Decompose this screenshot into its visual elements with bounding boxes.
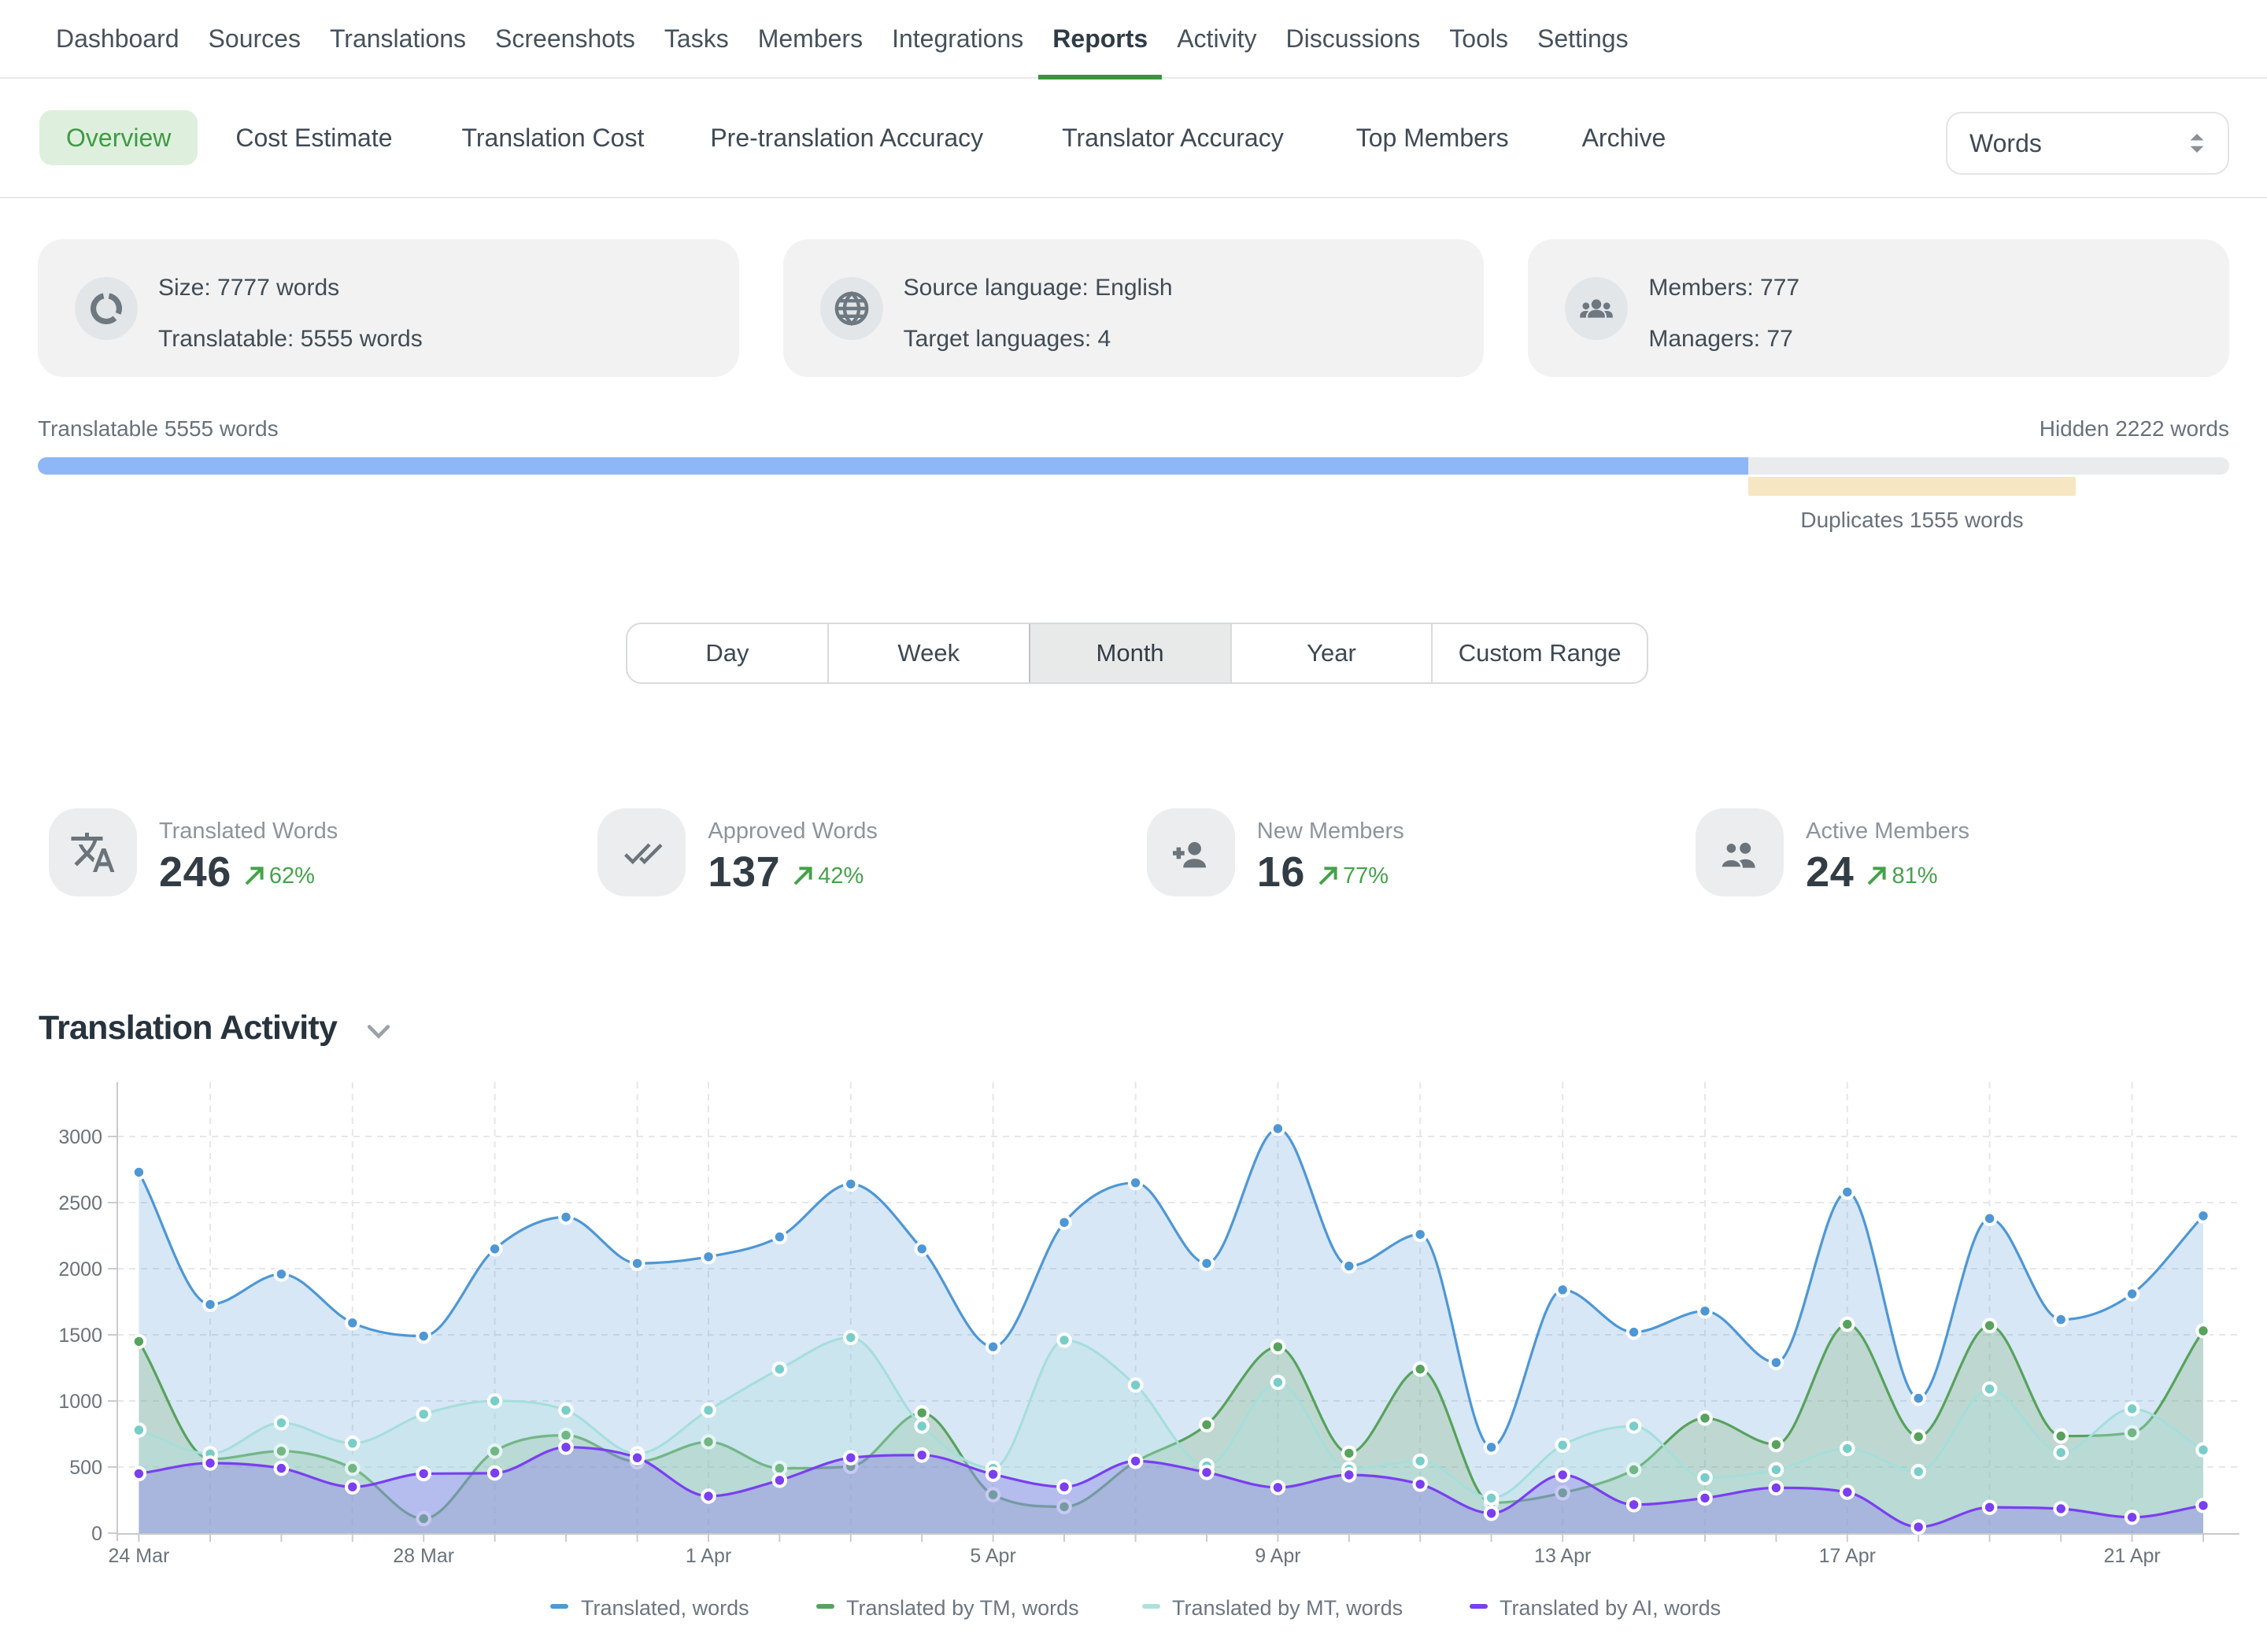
svg-text:Translated by TM, words: Translated by TM, words	[846, 1596, 1079, 1620]
svg-text:Translated by AI, words: Translated by AI, words	[1500, 1596, 1721, 1620]
svg-text:1500: 1500	[58, 1325, 102, 1347]
svg-text:17 Apr: 17 Apr	[1819, 1545, 1876, 1567]
svg-text:2500: 2500	[58, 1192, 102, 1214]
svg-text:28 Mar: 28 Mar	[393, 1545, 454, 1567]
svg-text:24 Mar: 24 Mar	[108, 1545, 169, 1567]
svg-text:9 Apr: 9 Apr	[1255, 1545, 1300, 1567]
svg-text:Translated, words: Translated, words	[581, 1596, 749, 1620]
svg-text:21 Apr: 21 Apr	[2103, 1545, 2160, 1567]
svg-text:500: 500	[69, 1457, 102, 1479]
svg-text:3000: 3000	[58, 1126, 102, 1148]
svg-text:5 Apr: 5 Apr	[970, 1545, 1015, 1567]
svg-text:13 Apr: 13 Apr	[1534, 1545, 1591, 1567]
svg-text:1000: 1000	[58, 1391, 102, 1413]
svg-text:Translated by MT, words: Translated by MT, words	[1172, 1596, 1403, 1620]
svg-text:0: 0	[91, 1523, 102, 1545]
svg-text:1 Apr: 1 Apr	[686, 1545, 731, 1567]
svg-text:2000: 2000	[58, 1258, 102, 1281]
